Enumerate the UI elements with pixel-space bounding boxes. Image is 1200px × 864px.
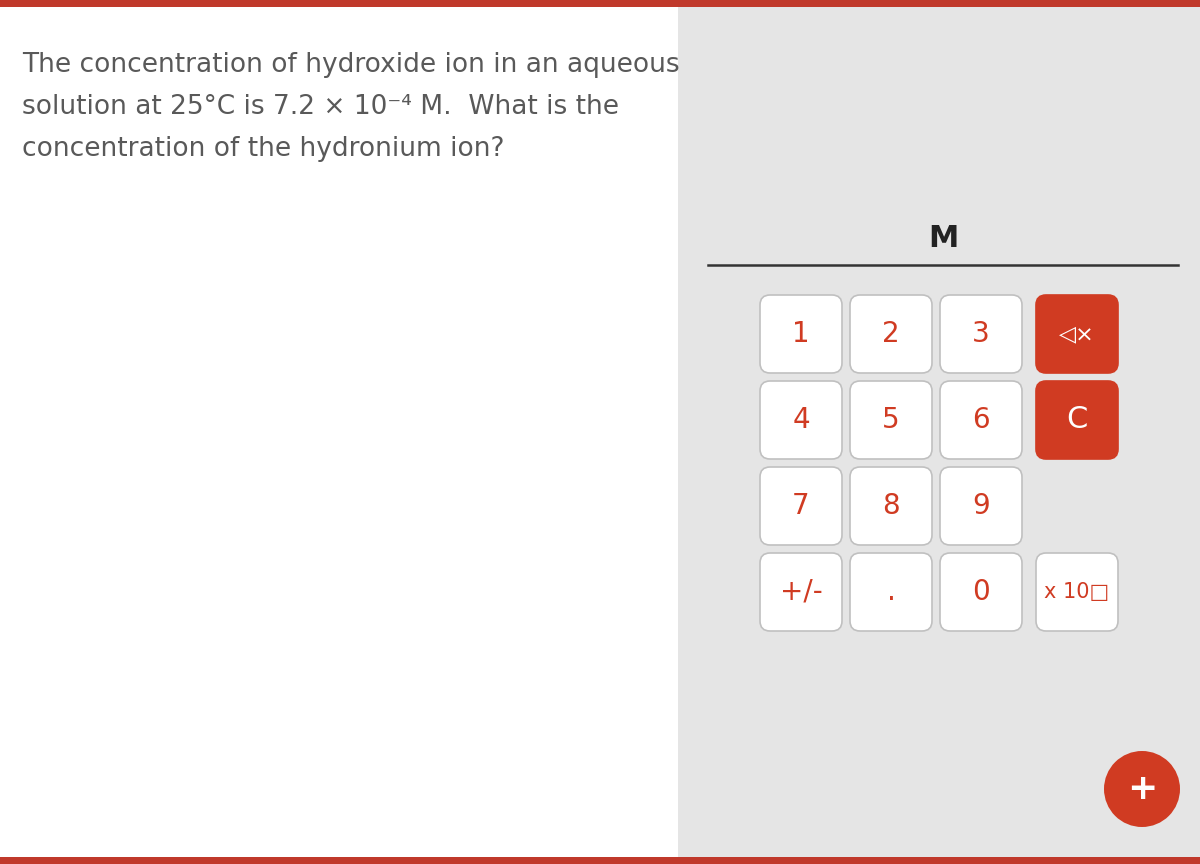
FancyBboxPatch shape bbox=[850, 381, 932, 459]
FancyBboxPatch shape bbox=[1036, 295, 1118, 373]
Text: 7: 7 bbox=[792, 492, 810, 520]
Text: +/-: +/- bbox=[780, 578, 822, 606]
Text: concentration of the hydronium ion?: concentration of the hydronium ion? bbox=[22, 136, 504, 162]
FancyBboxPatch shape bbox=[940, 381, 1022, 459]
Text: 5: 5 bbox=[882, 406, 900, 434]
Text: +: + bbox=[1127, 772, 1157, 806]
FancyBboxPatch shape bbox=[1036, 381, 1118, 459]
Bar bbox=[0, 857, 1200, 864]
FancyBboxPatch shape bbox=[940, 295, 1022, 373]
Bar bbox=[678, 0, 1200, 864]
FancyBboxPatch shape bbox=[850, 467, 932, 545]
Text: 3: 3 bbox=[972, 320, 990, 348]
FancyBboxPatch shape bbox=[760, 381, 842, 459]
FancyBboxPatch shape bbox=[850, 295, 932, 373]
Text: The concentration of hydroxide ion in an aqueous: The concentration of hydroxide ion in an… bbox=[22, 52, 679, 78]
FancyBboxPatch shape bbox=[760, 295, 842, 373]
Text: C: C bbox=[1067, 405, 1087, 435]
Text: 4: 4 bbox=[792, 406, 810, 434]
Text: 0: 0 bbox=[972, 578, 990, 606]
Text: M: M bbox=[928, 224, 958, 253]
Text: 6: 6 bbox=[972, 406, 990, 434]
Text: 8: 8 bbox=[882, 492, 900, 520]
Text: solution at 25°C is 7.2 × 10⁻⁴ M.  What is the: solution at 25°C is 7.2 × 10⁻⁴ M. What i… bbox=[22, 94, 619, 120]
Bar bbox=[0, 0, 1200, 7]
Text: 1: 1 bbox=[792, 320, 810, 348]
FancyBboxPatch shape bbox=[760, 553, 842, 631]
Text: 9: 9 bbox=[972, 492, 990, 520]
FancyBboxPatch shape bbox=[850, 553, 932, 631]
FancyBboxPatch shape bbox=[940, 553, 1022, 631]
FancyBboxPatch shape bbox=[1036, 553, 1118, 631]
FancyBboxPatch shape bbox=[760, 467, 842, 545]
Circle shape bbox=[1104, 751, 1180, 827]
Text: ◁×: ◁× bbox=[1060, 324, 1094, 344]
Bar bbox=[0, 0, 678, 864]
Text: 2: 2 bbox=[882, 320, 900, 348]
Text: .: . bbox=[887, 578, 895, 606]
FancyBboxPatch shape bbox=[940, 467, 1022, 545]
Text: x 10□: x 10□ bbox=[1044, 582, 1110, 602]
